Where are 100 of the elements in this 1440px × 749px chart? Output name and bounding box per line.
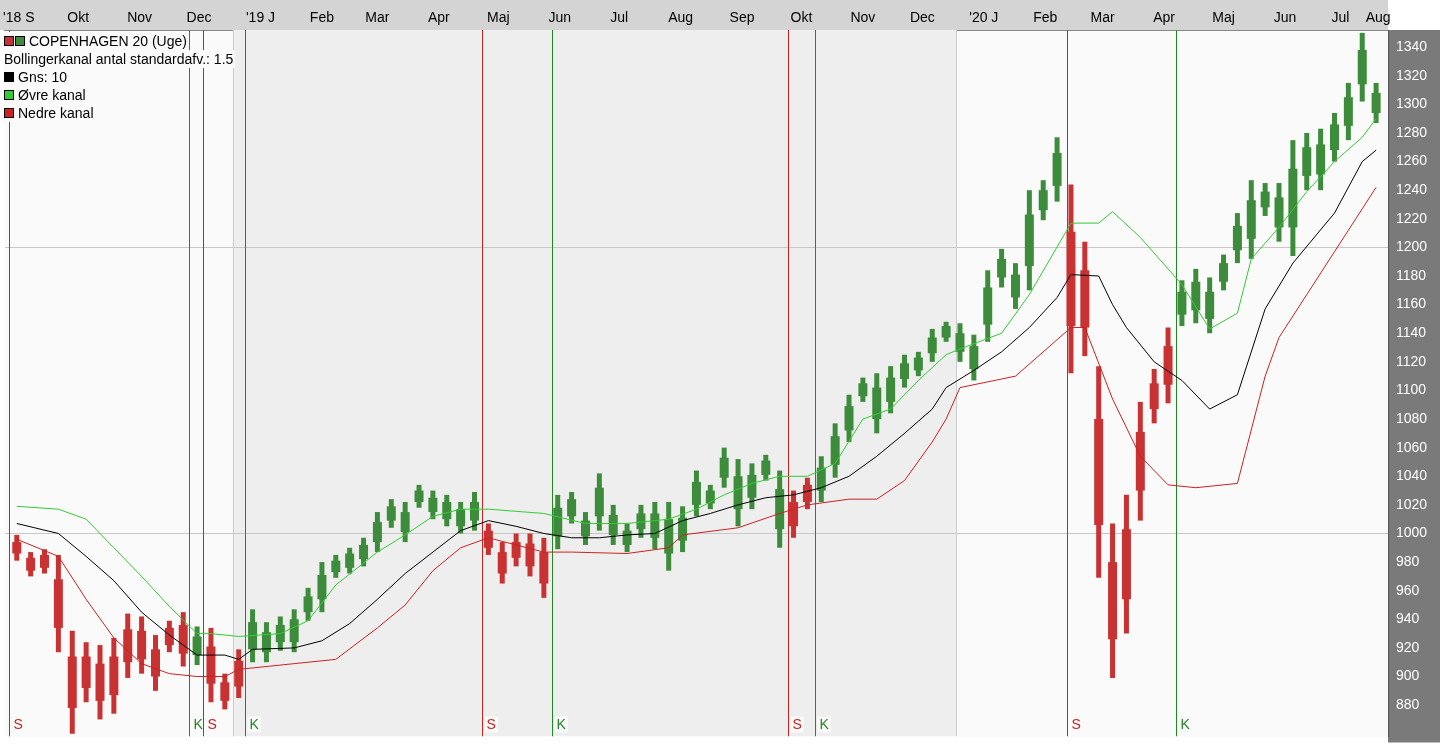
ref-line-label: K	[819, 716, 830, 733]
x-tick-label: Feb	[309, 9, 335, 26]
x-tick-label: Apr	[1153, 9, 1176, 26]
candlestick	[802, 477, 812, 510]
candlestick	[900, 354, 909, 388]
candlestick	[345, 547, 355, 574]
y-tick-label: 1080	[1396, 409, 1428, 426]
candlestick	[955, 323, 965, 362]
y-tick-label: 1280	[1396, 123, 1428, 140]
candlestick	[525, 533, 535, 577]
candlestick	[1260, 183, 1270, 216]
candlestick	[719, 447, 729, 488]
x-tick-label: Jun	[1273, 9, 1297, 26]
candlestick	[331, 554, 341, 578]
y-tick-label: 900	[1396, 667, 1420, 684]
candlestick	[1177, 280, 1187, 327]
x-tick-label: '18 S	[3, 9, 35, 26]
candlestick	[372, 512, 382, 553]
ref-line-label: K	[249, 716, 260, 733]
candlestick	[927, 328, 937, 362]
x-tick-label: Okt	[67, 9, 90, 26]
y-tick-label: 1100	[1396, 381, 1427, 398]
y-tick-label: 920	[1396, 638, 1420, 655]
candlestick	[400, 502, 410, 543]
candlestick	[1219, 254, 1229, 291]
y-tick-label: 1240	[1396, 181, 1428, 198]
x-tick-label: Dec	[186, 9, 212, 26]
candlestick	[497, 542, 507, 584]
x-tick-label: Okt	[790, 9, 813, 26]
y-tick-label: 980	[1396, 552, 1420, 569]
candlestick	[303, 587, 313, 621]
candlestick	[192, 626, 202, 666]
ref-line-label: K	[1180, 716, 1191, 733]
ref-line-label: S	[207, 716, 217, 733]
y-tick-label: 1260	[1396, 152, 1428, 169]
candlestick	[220, 673, 230, 710]
annotation: Bollingerkanal antal standardafv.: 1.5	[4, 50, 236, 68]
candlestick	[636, 504, 646, 538]
ref-line-label: S	[792, 716, 802, 733]
x-tick-label: Aug	[1365, 9, 1391, 26]
candlestick	[164, 620, 174, 653]
candlestick	[567, 492, 577, 524]
y-tick-label: 1160	[1396, 295, 1427, 312]
candlestick	[414, 484, 424, 508]
x-tick-label: Maj	[487, 9, 510, 26]
legend-label: COPENHAGEN 20 (Uge)	[29, 32, 187, 50]
y-tick-label: 1120	[1396, 352, 1427, 369]
x-tick-label: Nov	[850, 9, 876, 26]
candlestick	[1038, 180, 1048, 221]
candlestick	[40, 549, 50, 574]
y-tick-label: 940	[1396, 610, 1420, 627]
x-tick-label: Jul	[1331, 9, 1350, 26]
x-tick-label: Nov	[127, 9, 153, 26]
legend-label: Gns: 10	[18, 68, 68, 86]
candlestick	[941, 321, 951, 342]
candlestick	[442, 494, 452, 527]
y-tick-label: 1340	[1396, 38, 1428, 55]
candlestick	[386, 499, 396, 528]
y-tick-label: 1200	[1396, 238, 1428, 255]
x-tick-label: Jun	[548, 9, 572, 26]
candlestick	[761, 454, 771, 481]
candlestick	[608, 504, 618, 545]
y-tick-label: 1220	[1396, 209, 1428, 226]
x-tick-label: Mar	[1090, 9, 1116, 26]
y-tick-label: 1000	[1396, 524, 1428, 541]
y-tick-label: 960	[1396, 581, 1420, 598]
x-tick-label: Apr	[427, 9, 451, 26]
candlestick	[1010, 263, 1020, 309]
candlestick	[969, 334, 979, 381]
candlestick	[511, 533, 521, 567]
y-tick-label: 1320	[1396, 66, 1428, 83]
candlestick	[428, 490, 438, 520]
ref-line-label: S	[1071, 716, 1081, 733]
ref-line-label: K	[556, 716, 567, 733]
legend-label: Øvre kanal	[18, 86, 86, 104]
y-tick-label: 1060	[1396, 438, 1428, 455]
y-tick-label: 1040	[1396, 467, 1428, 484]
x-tick-label: Feb	[1033, 9, 1058, 26]
candlestick	[691, 470, 701, 517]
candlestick	[359, 537, 369, 567]
ref-line-label: K	[193, 716, 204, 733]
candlestick	[913, 351, 923, 377]
candlestick	[747, 463, 757, 510]
x-tick-label: Maj	[1212, 9, 1235, 26]
x-tick-label: Aug	[668, 9, 694, 26]
y-tick-label: 1140	[1396, 324, 1427, 341]
candlestick	[1371, 82, 1381, 123]
candlestick	[456, 502, 466, 534]
legend-label: Nedre kanal	[18, 104, 94, 122]
y-tick-label: 1020	[1396, 495, 1428, 512]
candlestick	[26, 552, 36, 577]
y-tick-label: 1300	[1396, 95, 1428, 112]
y-tick-label: 1180	[1396, 266, 1427, 283]
candlestick	[275, 616, 285, 651]
candlestick	[997, 248, 1007, 288]
x-tick-label: '19 J	[245, 9, 276, 26]
ref-line-label: S	[486, 716, 496, 733]
x-tick-label: Jul	[610, 9, 629, 26]
candlestick	[858, 377, 868, 402]
candlestick	[12, 534, 22, 561]
